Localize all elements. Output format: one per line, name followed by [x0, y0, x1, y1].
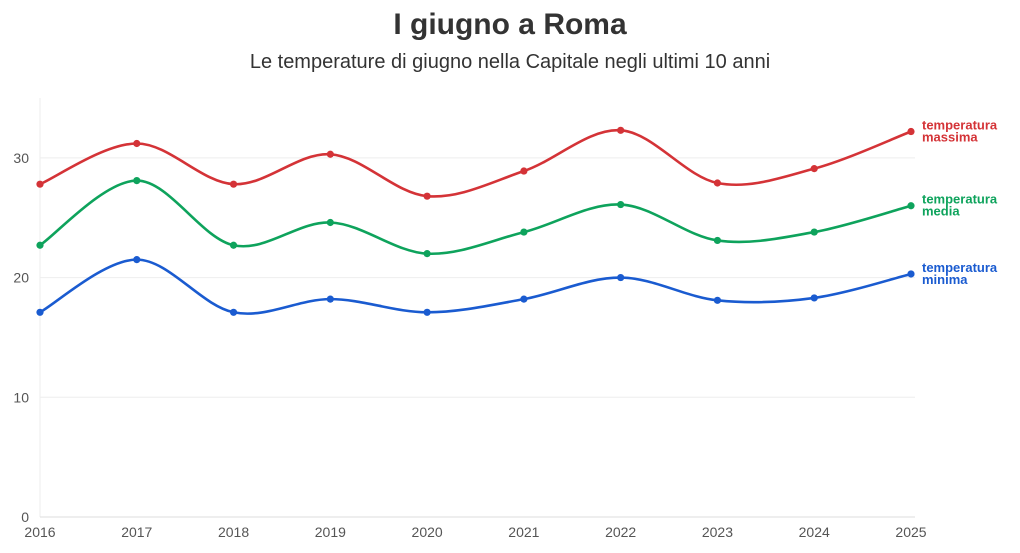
- data-point: [617, 273, 625, 282]
- y-tick-label: 0: [21, 509, 29, 525]
- gridlines: [39, 98, 915, 518]
- data-point: [133, 177, 141, 185]
- data-point: [520, 295, 528, 303]
- x-tick-label: 2025: [895, 524, 926, 540]
- data-point: [617, 200, 625, 209]
- y-axis-ticks: 0 10 20 30: [13, 150, 29, 525]
- series-lines: [36, 126, 915, 316]
- data-point: [326, 218, 334, 227]
- data-point: [713, 236, 722, 245]
- data-point: [133, 256, 141, 264]
- x-tick-label: 2016: [24, 524, 55, 540]
- data-point: [713, 296, 722, 304]
- data-point: [617, 126, 625, 134]
- data-point: [36, 241, 44, 249]
- series-label-0: temperatura massima: [922, 118, 998, 145]
- data-point: [229, 180, 238, 188]
- data-point: [229, 241, 238, 249]
- x-tick-label: 2021: [508, 524, 539, 540]
- series-label-2: temperatura minima: [922, 260, 998, 287]
- data-point: [907, 202, 915, 210]
- y-tick-label: 10: [13, 389, 29, 405]
- data-point: [36, 308, 44, 316]
- data-point: [713, 179, 722, 187]
- series-line-2: [38, 258, 913, 315]
- chart-title: I giugno a Roma: [393, 8, 627, 41]
- data-point: [520, 167, 528, 175]
- data-point: [907, 127, 915, 136]
- x-tick-label: 2022: [605, 524, 636, 540]
- data-point: [36, 180, 44, 188]
- y-tick-label: 20: [13, 270, 29, 286]
- data-point: [423, 308, 431, 316]
- x-tick-label: 2020: [412, 524, 443, 540]
- x-tick-label: 2024: [799, 524, 830, 540]
- series-label-1: temperatura media: [922, 192, 998, 219]
- data-point: [229, 308, 238, 316]
- x-axis-ticks: 2016 2017 2018 2019 2020 2021 2022 2023 2024 2025: [24, 524, 926, 540]
- series-line-0: [38, 129, 913, 198]
- data-point: [423, 192, 431, 200]
- data-point: [810, 294, 818, 302]
- data-point: [907, 270, 915, 278]
- series-labels: temperatura massima temperatura media temper…: [922, 118, 998, 287]
- chart-subtitle: Le temperature di giugno nella Capitale …: [249, 51, 771, 73]
- data-point: [423, 250, 431, 258]
- x-tick-label: 2018: [218, 524, 249, 540]
- data-point: [326, 150, 334, 158]
- data-point: [810, 228, 818, 236]
- data-point: [326, 295, 334, 303]
- x-tick-label: 2017: [121, 524, 152, 540]
- data-point: [520, 228, 528, 236]
- y-tick-label: 30: [13, 150, 29, 166]
- x-tick-label: 2023: [702, 524, 733, 540]
- data-point: [810, 165, 818, 173]
- x-tick-label: 2019: [315, 524, 346, 540]
- data-point: [133, 139, 141, 148]
- series-line-1: [38, 179, 913, 255]
